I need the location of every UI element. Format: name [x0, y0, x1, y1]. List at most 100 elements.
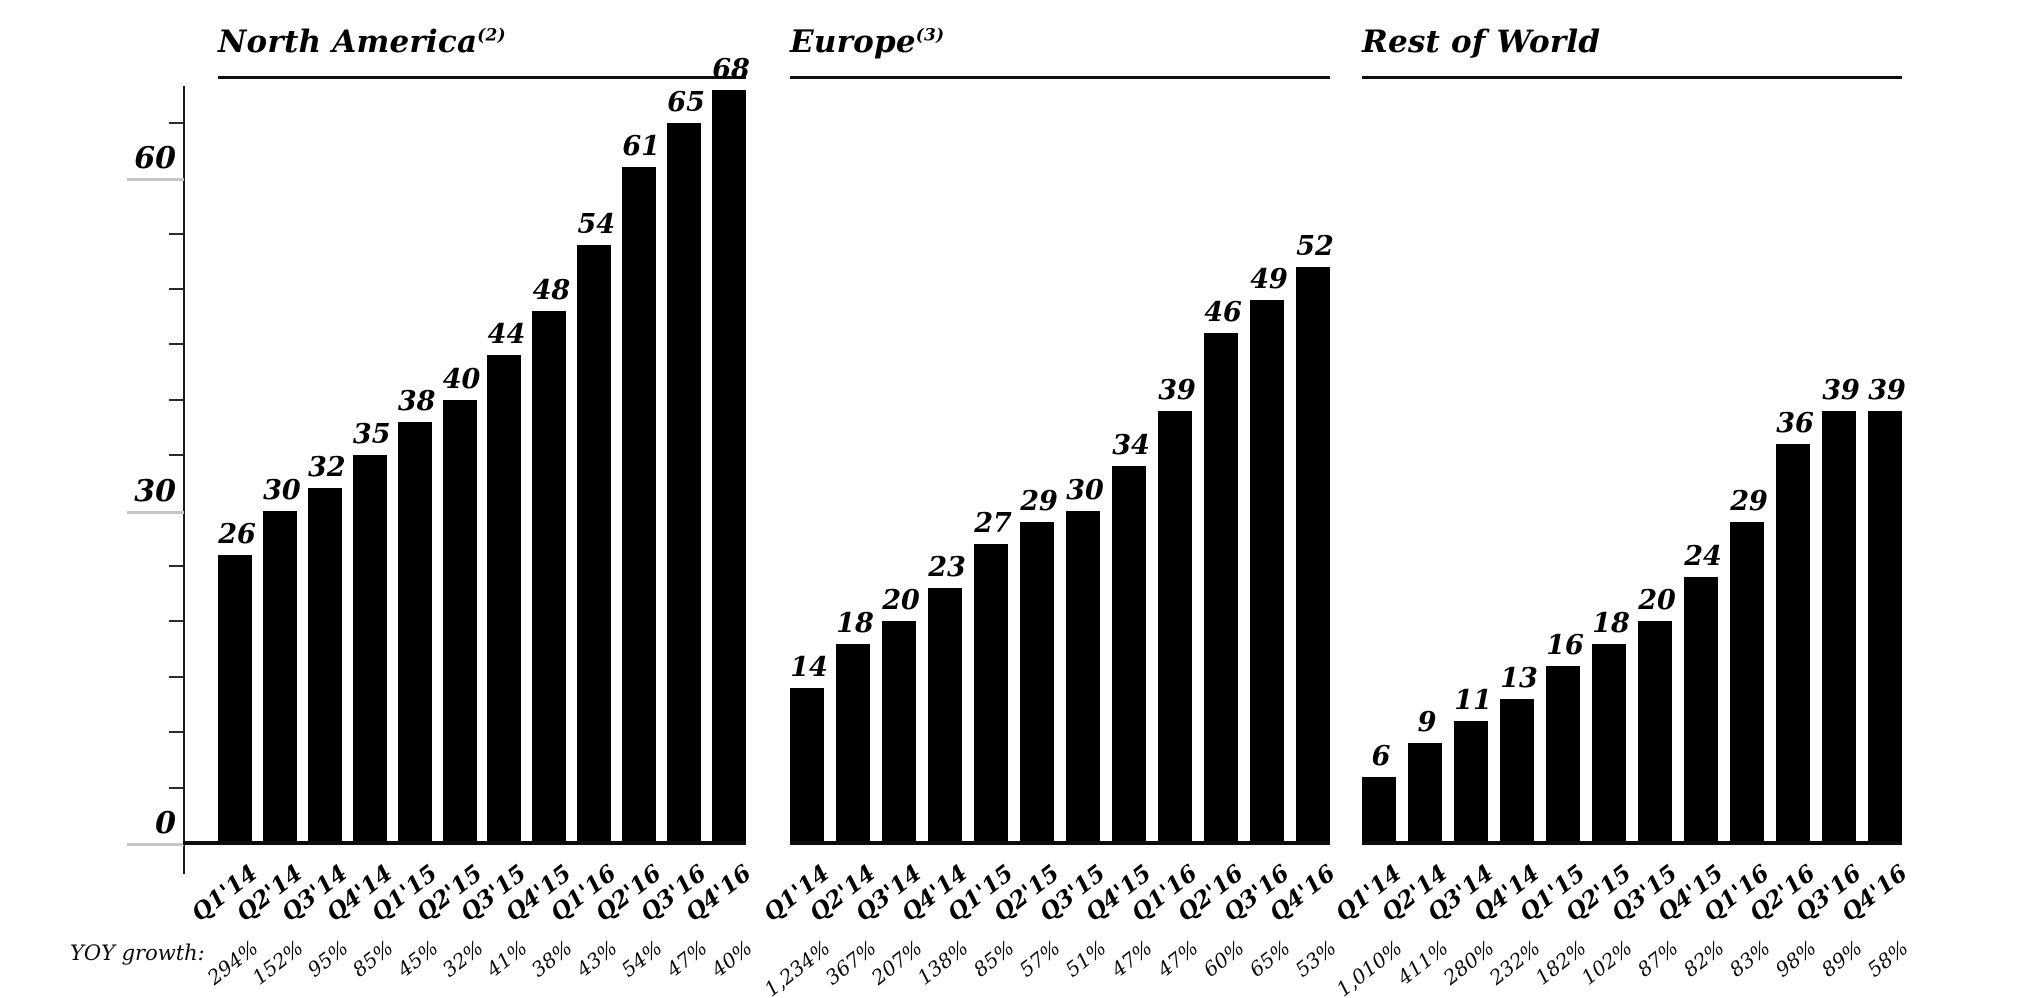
- panel-title-footnote: (2): [477, 25, 506, 46]
- bar-value-label: 18: [836, 608, 874, 639]
- panel-title-rest-of-world: Rest of World: [1362, 24, 1600, 60]
- y-axis-label-underline: [127, 178, 184, 182]
- bar: [532, 311, 567, 843]
- y-axis-minor-tick: [169, 731, 183, 734]
- bar: [397, 422, 432, 843]
- yoy-growth-value: 53%: [1290, 935, 1341, 982]
- bar: [1822, 411, 1856, 843]
- bar-value-label: 61: [622, 131, 660, 162]
- bar: [307, 488, 342, 843]
- bar: [352, 455, 387, 843]
- x-axis-baseline: [1362, 841, 1902, 845]
- bar-value-label: 20: [1638, 585, 1676, 616]
- y-axis-label-underline: [127, 510, 184, 514]
- y-axis-line: [183, 86, 185, 874]
- yoy-growth-value: 47%: [1152, 935, 1203, 982]
- bar-value-label: 39: [1822, 375, 1860, 406]
- yoy-growth-value: 83%: [1724, 935, 1775, 982]
- yoy-growth-value: 232%: [1484, 935, 1545, 990]
- title-rule: [790, 76, 1330, 79]
- yoy-growth-value: 411%: [1392, 935, 1453, 990]
- bar: [1066, 511, 1100, 843]
- bar: [1362, 777, 1396, 843]
- bar: [1296, 267, 1330, 843]
- bar: [974, 544, 1008, 843]
- y-axis-tick-label: 0: [155, 806, 176, 841]
- bar: [1020, 522, 1054, 843]
- bar-value-label: 30: [263, 475, 301, 506]
- bar-value-label: 39: [1158, 375, 1196, 406]
- y-axis-minor-tick: [169, 343, 183, 346]
- bar-value-label: 14: [790, 652, 828, 683]
- yoy-growth-value: 47%: [661, 935, 712, 982]
- bar: [1500, 699, 1534, 843]
- bar: [712, 90, 746, 843]
- axis-labels-area: Q1'14 1,234% Q2'14 367% Q3'14 207% Q4'14 138% Q1…: [759, 849, 1341, 998]
- bar: [790, 688, 824, 843]
- panel-title-footnote: (3): [915, 25, 945, 46]
- panel-europe: Europe(3) 14 18 20 23 27 29 30 34 39 46 49 52 Q1'14…: [759, 0, 1341, 998]
- bar: [1638, 621, 1672, 843]
- bar-value-label: 11: [1454, 685, 1492, 716]
- bar-value-label: 54: [577, 209, 616, 240]
- yoy-growth-value: 95%: [302, 935, 353, 982]
- yoy-growth-value: 367%: [820, 935, 881, 990]
- bar: [218, 555, 252, 843]
- bar: [836, 644, 870, 843]
- bar: [1868, 411, 1902, 843]
- bars-area: 14 18 20 23 27 29 30 34 39 46 49 52: [790, 88, 1334, 843]
- y-axis-minor-tick: [169, 620, 183, 623]
- yoy-growth-value: 294%: [202, 935, 263, 990]
- yoy-growth-value: 43%: [572, 935, 622, 982]
- yoy-growth-value: 152%: [247, 935, 308, 990]
- y-axis-minor-tick: [169, 288, 183, 290]
- bar-value-label: 39: [1868, 375, 1906, 406]
- bar-value-label: 44: [487, 319, 526, 350]
- bar: [1454, 721, 1488, 843]
- panel-title-text: Rest of World: [1362, 24, 1601, 60]
- bar: [1776, 444, 1810, 843]
- bar: [1408, 743, 1442, 843]
- bar: [1730, 522, 1764, 843]
- y-axis-minor-tick: [169, 121, 183, 124]
- bars-area: 26 30 32 35 38 40 44 48 54 61 65 68: [218, 56, 750, 843]
- yoy-growth-value: 58%: [1862, 935, 1913, 982]
- bar-value-label: 9: [1417, 707, 1437, 738]
- yoy-growth-value: 54%: [616, 935, 667, 982]
- y-axis-minor-tick: [169, 565, 183, 567]
- bar-value-label: 32: [308, 452, 346, 483]
- y-axis-minor-tick: [169, 454, 183, 457]
- bar: [1204, 333, 1238, 843]
- yoy-growth-value: 89%: [1816, 935, 1867, 982]
- bar-value-label: 26: [218, 519, 256, 550]
- bar: [1112, 466, 1146, 843]
- yoy-growth-value: 65%: [1244, 935, 1295, 982]
- bar-value-label: 38: [397, 386, 436, 417]
- bar-value-label: 46: [1204, 297, 1242, 328]
- y-axis-minor-tick: [169, 398, 183, 401]
- bar: [1250, 300, 1284, 843]
- x-axis-baseline: [183, 841, 746, 845]
- panel-title-text: North America: [218, 24, 478, 60]
- bar-value-label: 6: [1371, 741, 1391, 772]
- bar-value-label: 13: [1500, 663, 1538, 694]
- yoy-growth-value: 60%: [1198, 935, 1249, 982]
- bar-value-label: 16: [1546, 630, 1584, 661]
- panel-title-north-america: North America(2): [218, 24, 506, 60]
- yoy-growth-value: 51%: [1060, 935, 1111, 982]
- bar: [667, 123, 702, 843]
- yoy-growth-value: 32%: [437, 935, 488, 982]
- yoy-growth-value: 138%: [912, 935, 973, 990]
- yoy-growth-value: 87%: [1632, 935, 1683, 982]
- yoy-growth-value: 82%: [1678, 935, 1729, 982]
- yoy-growth-value: 41%: [482, 935, 532, 982]
- yoy-growth-caption: YOY growth:: [70, 941, 205, 965]
- bar-value-label: 23: [928, 552, 966, 583]
- bar: [1684, 577, 1718, 843]
- panel-title-europe: Europe(3): [790, 24, 944, 60]
- bar-value-label: 34: [1112, 430, 1150, 461]
- bar: [622, 167, 657, 843]
- bar: [928, 588, 962, 843]
- title-rule: [218, 76, 746, 79]
- bar-value-label: 52: [1296, 231, 1334, 262]
